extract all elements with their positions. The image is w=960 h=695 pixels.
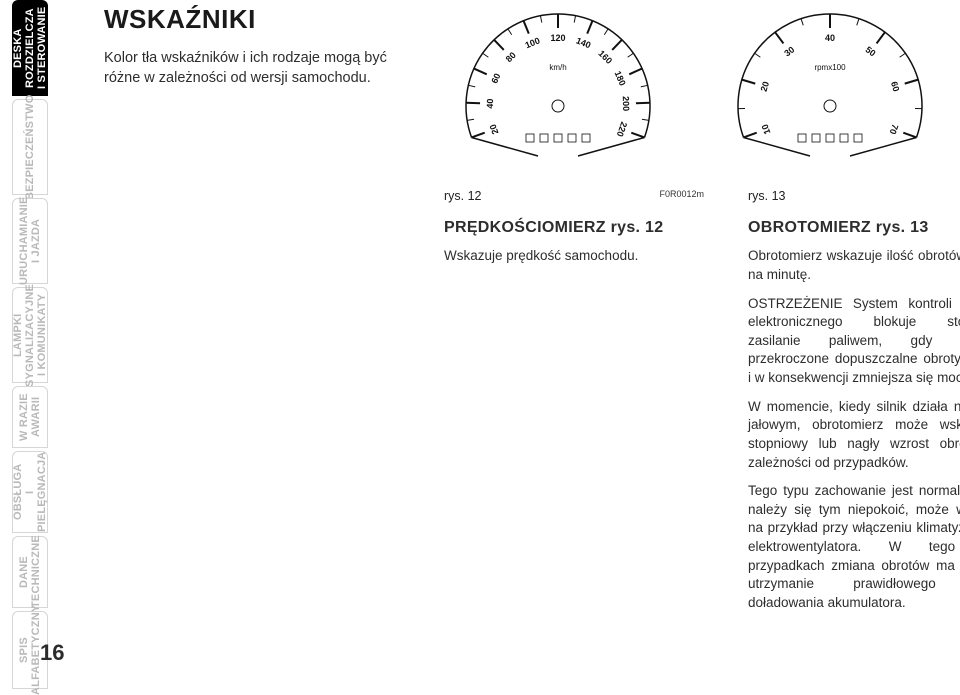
tachometer-figure: 10 20 30 40 50 60 70 rpmx100: [716, 6, 944, 176]
tab-dane[interactable]: DANE TECHNICZNE: [12, 536, 48, 608]
tacho-p3: W momencie, kiedy silnik działa na biegu…: [748, 398, 960, 473]
svg-text:220: 220: [615, 120, 630, 138]
tab-obsluga[interactable]: OBSŁUGA I PIELĘGNACJA: [12, 451, 48, 533]
tacho-p2: OSTRZEŻENIE System kontroli wtrysku elek…: [748, 295, 960, 388]
main-content: WSKAŹNIKI Kolor tła wskaźników i ich rod…: [104, 4, 950, 88]
tacho-fig-label: rys. 13: [748, 188, 786, 205]
tab-deska[interactable]: DESKA ROZDZIELCZA I STEROWANIE: [12, 0, 48, 96]
svg-text:140: 140: [575, 36, 593, 51]
svg-text:20: 20: [488, 123, 501, 136]
svg-text:60: 60: [889, 80, 901, 92]
svg-text:70: 70: [887, 123, 900, 136]
svg-text:60: 60: [489, 72, 502, 85]
svg-text:120: 120: [550, 33, 565, 43]
svg-text:rpmx100: rpmx100: [814, 63, 846, 72]
svg-text:180: 180: [612, 69, 627, 87]
svg-text:40: 40: [825, 33, 835, 43]
text-columns: rys. 12 F0R0012m PRĘDKOŚCIOMIERZ rys. 12…: [444, 188, 960, 623]
speedo-fig-label: rys. 12: [444, 188, 482, 205]
tab-lampki[interactable]: LAMPKI SYGNALIZACYJNE I KOMUNIKATY: [12, 287, 48, 383]
svg-text:30: 30: [782, 44, 796, 58]
tacho-p1: Obrotomierz wskazuje ilość obrotów silni…: [748, 247, 960, 284]
speedometer-gauge: 20 40 6080 100 120 140160 180 200 220 km/h: [448, 6, 668, 176]
speedometer-figure: 20 40 6080 100 120 140160 180 200 220 km/h: [444, 6, 672, 176]
tacho-heading: OBROTOMIERZ rys. 13: [748, 217, 960, 239]
svg-text:10: 10: [760, 123, 773, 136]
sidebar-tabs: DESKA ROZDZIELCZA I STEROWANIE BEZPIECZE…: [12, 0, 92, 660]
speedo-text: Wskazuje prędkość samochodu.: [444, 247, 704, 266]
tacho-p4: Tego typu zachowanie jest normalne i nie…: [748, 482, 960, 612]
page-number: 16: [40, 640, 64, 666]
speedo-fig-code: F0R0012m: [659, 188, 704, 205]
svg-text:100: 100: [524, 36, 542, 51]
svg-text:40: 40: [485, 98, 495, 108]
intro-text: Kolor tła wskaźników i ich rodzaje mogą …: [104, 49, 404, 88]
speedo-heading: PRĘDKOŚCIOMIERZ rys. 12: [444, 217, 704, 239]
tab-uruchamianie[interactable]: URUCHAMIANIE I JAZDA: [12, 198, 48, 284]
gauges-row: 20406080100120140160180200220km/h 102030…: [444, 6, 944, 176]
svg-text:160: 160: [596, 48, 614, 66]
speedo-column: rys. 12 F0R0012m PRĘDKOŚCIOMIERZ rys. 12…: [444, 188, 704, 623]
svg-text:20: 20: [759, 80, 771, 92]
svg-text:km/h: km/h: [549, 63, 566, 72]
svg-text:50: 50: [864, 44, 878, 58]
tacho-column: rys. 13 F0R0013m OBROTOMIERZ rys. 13 Obr…: [748, 188, 960, 623]
tachometer-gauge: 10 20 30 40 50 60 70 rpmx100: [720, 6, 940, 176]
tab-bezpieczenstwo[interactable]: BEZPIECZEŃSTWO: [12, 99, 48, 195]
tab-awaria[interactable]: W RAZIE AWARII: [12, 386, 48, 448]
svg-text:200: 200: [621, 96, 632, 111]
svg-text:80: 80: [504, 50, 518, 64]
